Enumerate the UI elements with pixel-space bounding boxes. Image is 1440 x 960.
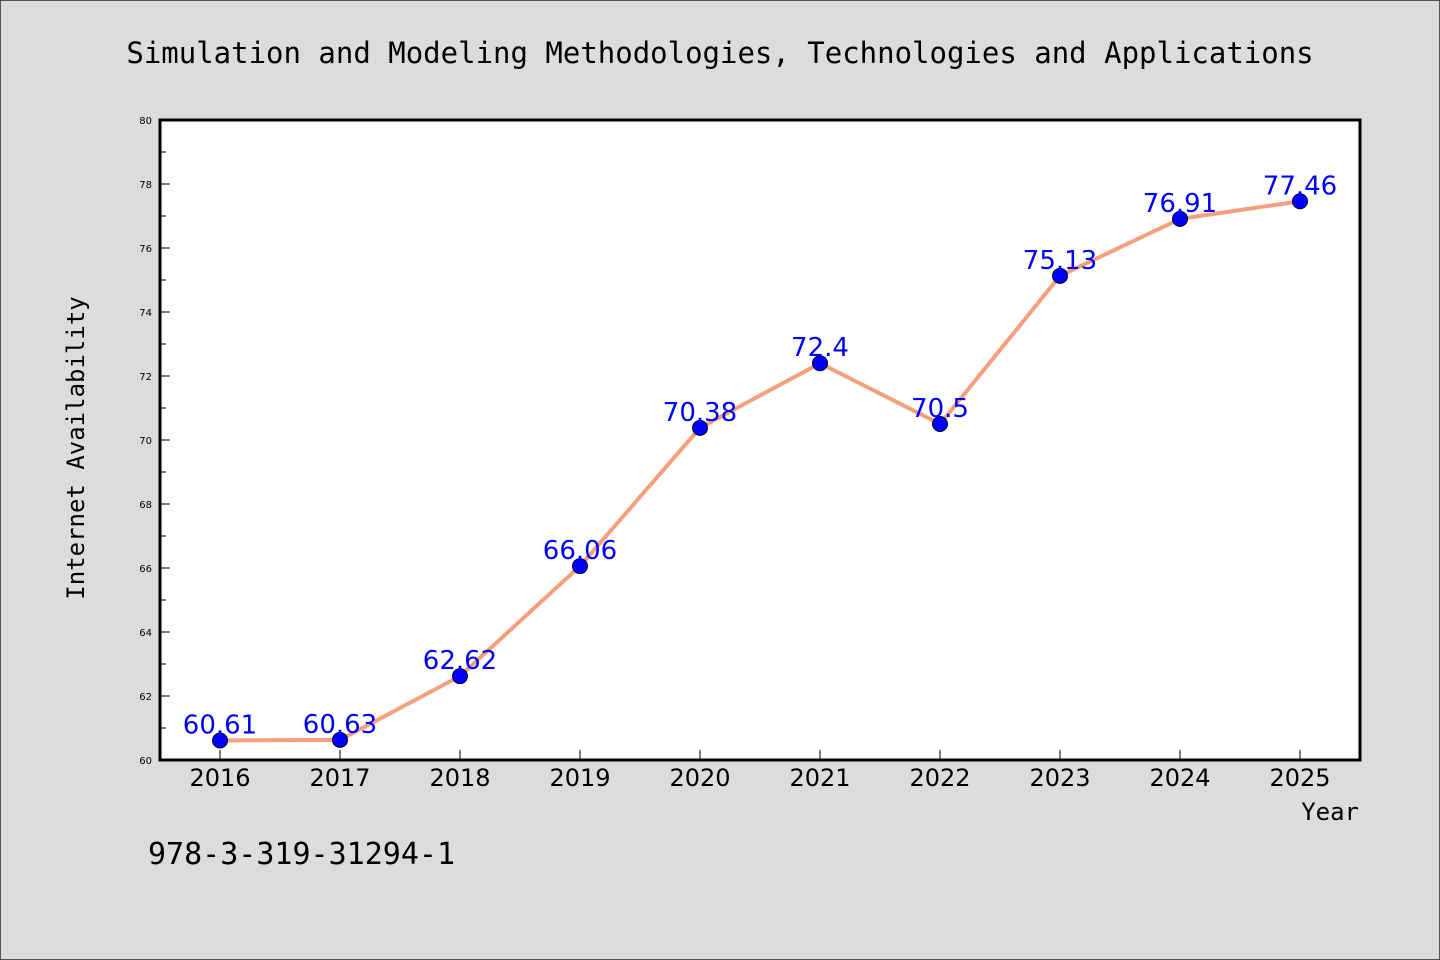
data-point [932, 416, 948, 432]
data-point [1052, 267, 1068, 284]
y-tick-label: 60 [139, 756, 152, 767]
x-tick-label: 2023 [1029, 764, 1090, 792]
data-label: 70.38 [663, 398, 737, 428]
series-layer: 60.61 60.63 62.62 66.06 70.38 72.4 70.5 75.13 76… [183, 171, 1337, 749]
data-label: 60.63 [303, 710, 377, 740]
x-axis: 2016 2017 2018 2019 2020 2021 2022 2023 2024 2025 [189, 750, 1331, 792]
x-tick-label: 2018 [429, 764, 490, 792]
y-axis-label: Internet Availability [62, 296, 90, 599]
x-tick-label: 2020 [669, 764, 730, 792]
data-label: 62.62 [423, 646, 497, 676]
y-tick-label: 70 [139, 436, 152, 447]
data-label: 76.91 [1143, 189, 1217, 219]
data-label: 60.61 [183, 710, 257, 740]
y-tick-label: 74 [139, 308, 152, 319]
data-point [1172, 210, 1188, 227]
data-point [572, 558, 588, 575]
data-label: 70.5 [911, 394, 969, 424]
x-axis-label: Year [1301, 798, 1359, 826]
data-point [1292, 193, 1308, 210]
y-tick-label: 64 [139, 628, 152, 639]
data-label: 66.06 [543, 536, 617, 566]
y-tick-label: 66 [139, 564, 152, 575]
y-tick-label: 80 [139, 116, 152, 127]
y-tick-label: 68 [139, 500, 152, 511]
data-point [692, 419, 708, 436]
footnote: 978-3-319-31294-1 [148, 837, 455, 872]
x-tick-label: 2016 [189, 764, 250, 792]
y-tick-label: 76 [139, 244, 152, 255]
y-tick-label: 72 [139, 372, 152, 383]
x-tick-label: 2025 [1269, 764, 1330, 792]
y-tick-label: 62 [139, 692, 152, 703]
x-tick-label: 2024 [1149, 764, 1210, 792]
x-tick-label: 2017 [309, 764, 370, 792]
data-point [332, 731, 348, 748]
data-point [812, 355, 828, 372]
x-tick-label: 2021 [789, 764, 850, 792]
data-label: 75.13 [1023, 246, 1097, 276]
data-label: 72.4 [791, 333, 849, 363]
chart-title: Simulation and Modeling Methodologies, T… [126, 36, 1313, 70]
x-tick-label: 2022 [909, 764, 970, 792]
data-point [212, 732, 228, 749]
y-axis: 60 62 64 66 68 70 72 74 76 78 80 [139, 116, 170, 767]
data-label: 77.46 [1263, 171, 1337, 201]
series-line [219, 199, 1301, 743]
y-tick-label: 78 [139, 180, 152, 191]
data-point [452, 668, 468, 685]
x-tick-label: 2019 [549, 764, 610, 792]
